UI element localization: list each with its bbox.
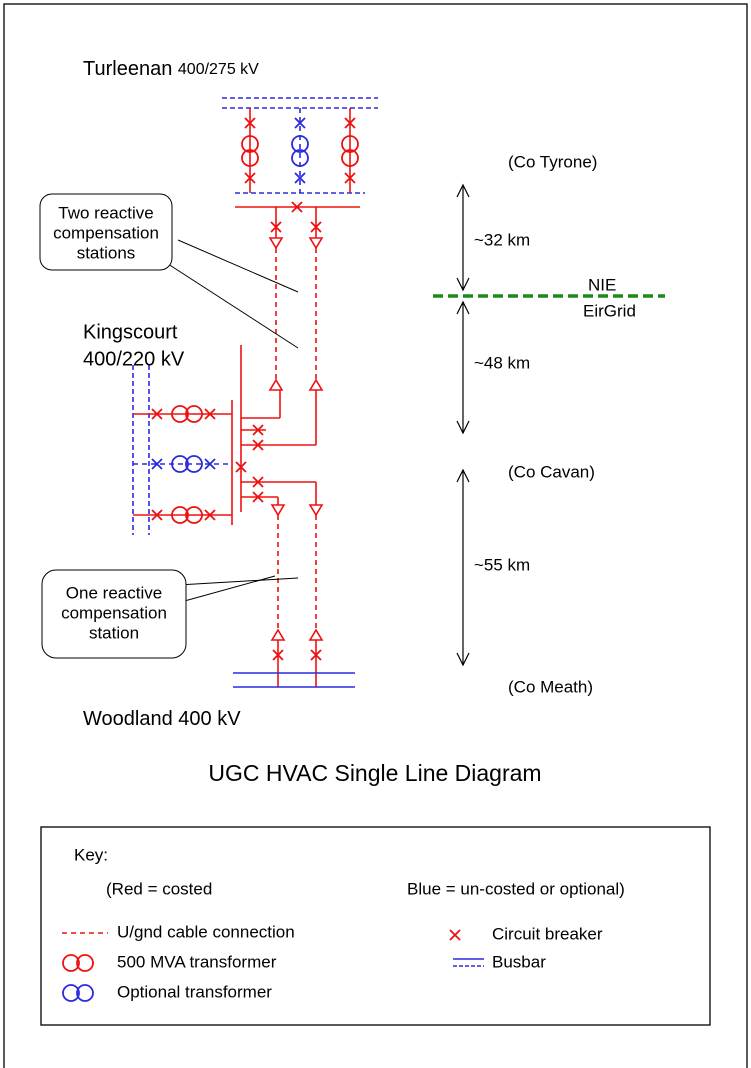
circuit-breaker — [151, 509, 163, 521]
callout — [177, 577, 299, 586]
transformer — [76, 984, 94, 1002]
compensation-terminal — [308, 628, 324, 641]
callout-text: One reactive — [66, 583, 162, 602]
compensation-terminal — [270, 504, 286, 517]
callout-text: Two reactive — [58, 203, 153, 222]
circuit-breaker — [244, 172, 256, 184]
key — [40, 826, 711, 1026]
arrow-head — [456, 468, 470, 667]
transformer — [171, 506, 189, 524]
station-name: Turleenan — [83, 58, 172, 80]
transformer — [241, 135, 259, 153]
key-item: 500 MVA transformer — [117, 952, 277, 971]
border-label: NIE — [588, 275, 616, 294]
title: UGC HVAC Single Line Diagram — [208, 760, 541, 786]
circuit-breaker — [252, 424, 264, 436]
region-label: (Co Meath) — [508, 677, 593, 696]
circuit-breaker — [235, 461, 247, 473]
transformer — [171, 405, 189, 423]
callout-text: compensation — [53, 223, 159, 242]
circuit-breaker — [151, 458, 163, 470]
compensation-terminal — [268, 378, 284, 391]
arrow-head — [456, 183, 470, 292]
transformer — [291, 149, 309, 167]
arrow-head — [456, 300, 470, 435]
transformer — [241, 149, 259, 167]
border-label: EirGrid — [583, 301, 636, 320]
callout-text: station — [89, 623, 139, 642]
transformer — [185, 405, 203, 423]
station-name: Woodland — [83, 708, 173, 730]
transformer — [341, 149, 359, 167]
key-item: U/gnd cable connection — [117, 922, 295, 941]
transformer — [62, 984, 80, 1002]
key-item: Circuit breaker — [492, 924, 603, 943]
circuit-breaker — [344, 172, 356, 184]
circuit-breaker — [294, 172, 306, 184]
circuit-breaker — [204, 408, 216, 420]
transformer — [185, 455, 203, 473]
transformer — [76, 954, 94, 972]
distance-label: ~55 km — [474, 555, 530, 574]
circuit-breaker — [151, 408, 163, 420]
schematic — [132, 97, 470, 688]
callout — [41, 569, 187, 659]
key-note: (Red = costed — [106, 879, 212, 898]
transformer — [185, 506, 203, 524]
distance-label: ~32 km — [474, 230, 530, 249]
circuit-breaker — [252, 439, 264, 451]
callout: Two reactive compensation stations — [39, 193, 299, 349]
station-voltage: 400/220 kV — [83, 348, 185, 370]
callout: One reactive compensation station — [41, 569, 299, 659]
callout — [169, 575, 276, 606]
circuit-breaker — [252, 491, 264, 503]
compensation-terminal — [308, 378, 324, 391]
callout-text: stations — [77, 243, 136, 262]
compensation-terminal — [270, 628, 286, 641]
frame — [3, 3, 748, 1068]
circuit-breaker — [244, 117, 256, 129]
compensation-terminal — [308, 504, 324, 517]
circuit-breaker — [252, 476, 264, 488]
key-item: Optional transformer — [117, 982, 272, 1001]
transformer — [291, 135, 309, 153]
circuit-breaker — [344, 117, 356, 129]
circuit-breaker — [291, 201, 303, 213]
circuit-breaker — [294, 117, 306, 129]
circuit-breaker — [449, 929, 461, 941]
compensation-terminal — [268, 237, 284, 250]
key: Key: (Red = costed Blue = un-costed or o… — [40, 826, 711, 1026]
circuit-breaker — [272, 649, 284, 661]
callout — [39, 193, 173, 271]
region-label: (Co Tyrone) — [508, 152, 597, 171]
distance-label: ~48 km — [474, 353, 530, 372]
key-note: Blue = un-costed or optional) — [407, 879, 625, 898]
callout-text: compensation — [61, 603, 167, 622]
circuit-breaker — [310, 649, 322, 661]
station-name: Kingscourt — [83, 321, 178, 343]
transformer — [62, 954, 80, 972]
station-voltage: 400/275 kV — [178, 61, 259, 78]
callout — [164, 261, 299, 349]
key-heading: Key: — [74, 845, 108, 864]
transformer — [171, 455, 189, 473]
circuit-breaker — [204, 509, 216, 521]
region-label: (Co Cavan) — [508, 462, 595, 481]
circuit-breaker — [310, 221, 322, 233]
station-label: Turleenan 400/275 kV — [83, 58, 259, 80]
compensation-terminal — [308, 237, 324, 250]
circuit-breaker — [270, 221, 282, 233]
station-voltage: 400 kV — [178, 708, 241, 730]
station-label: Woodland 400 kV — [83, 708, 241, 730]
circuit-breaker — [204, 458, 216, 470]
key-item: Busbar — [492, 952, 546, 971]
callout — [177, 239, 299, 293]
transformer — [341, 135, 359, 153]
